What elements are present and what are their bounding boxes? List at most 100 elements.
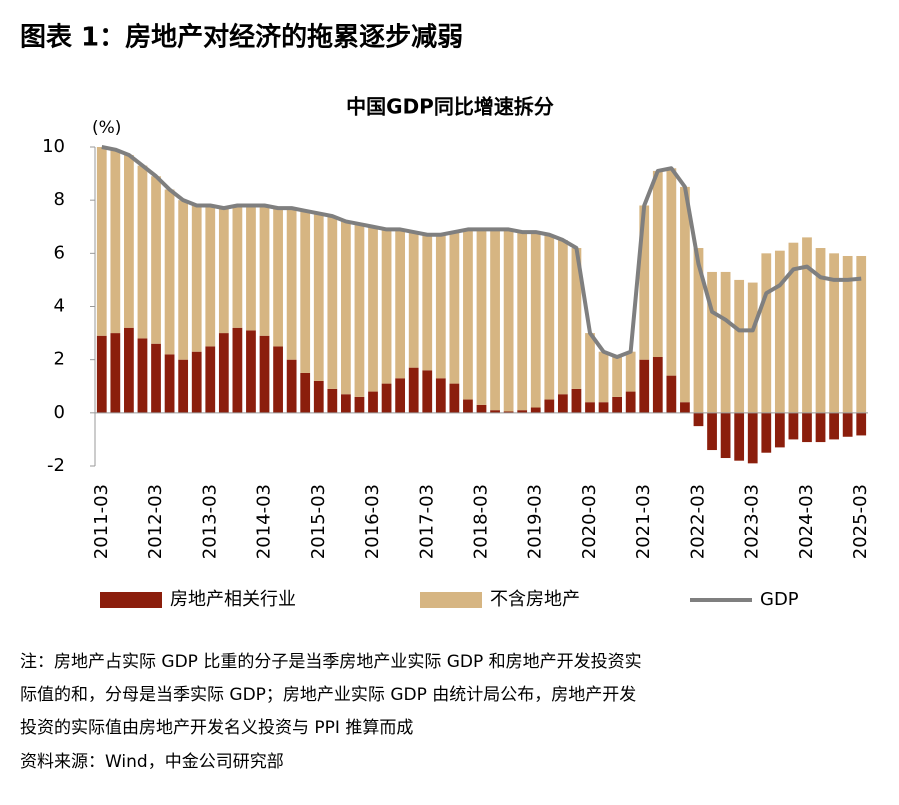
bar	[761, 412, 772, 453]
bar	[720, 412, 731, 459]
bar	[96, 147, 107, 336]
bar	[354, 396, 365, 413]
bar	[395, 229, 406, 379]
y-tick-label: 6	[54, 242, 65, 263]
y-tick-label: 10	[42, 136, 65, 157]
bar	[625, 351, 636, 392]
bar	[585, 333, 595, 403]
bar	[286, 359, 297, 413]
x-tick-label: 2024-03	[796, 484, 817, 559]
bar	[286, 208, 297, 360]
page-title: 图表 1：房地产对经济的拖累逐步减弱	[20, 22, 463, 53]
y-tick-label: 2	[54, 349, 65, 370]
bar	[517, 232, 528, 411]
line	[101, 145, 862, 360]
bar	[788, 412, 799, 440]
bar	[341, 221, 351, 395]
bar	[585, 402, 595, 413]
x-tick-label: 2014-03	[254, 484, 275, 559]
bar	[856, 255, 867, 413]
bar	[815, 248, 826, 413]
bar	[463, 399, 473, 413]
bar	[246, 330, 256, 413]
bar	[802, 237, 812, 413]
bar	[517, 410, 528, 413]
bar	[693, 412, 704, 427]
x-tick-label: 2017-03	[416, 484, 437, 559]
bar	[761, 253, 772, 413]
bar	[530, 232, 541, 408]
bar	[273, 208, 283, 347]
x-tick-label: 2021-03	[633, 484, 654, 559]
bar	[612, 396, 622, 413]
legend-label: GDP	[760, 589, 799, 610]
x-tick-label: 2013-03	[199, 484, 220, 559]
x-tick-label: 2025-03	[850, 484, 871, 559]
bar	[734, 279, 745, 413]
bar	[191, 351, 202, 413]
bar	[680, 186, 690, 403]
source: 资料来源：Wind，中金公司研究部	[20, 752, 284, 772]
bar	[205, 346, 216, 413]
bar	[476, 404, 487, 413]
x-tick-label: 2019-03	[525, 484, 546, 559]
bar	[218, 208, 229, 334]
bar	[693, 248, 704, 413]
bar	[408, 367, 419, 413]
bar	[259, 335, 270, 413]
bar	[612, 357, 622, 397]
bar	[490, 229, 500, 411]
bar	[327, 216, 338, 389]
bar	[788, 242, 799, 413]
y-tick-label: 4	[54, 296, 65, 317]
bar	[476, 229, 487, 405]
bar	[544, 399, 555, 413]
bar	[625, 391, 636, 413]
y-tick-label: 0	[54, 402, 65, 423]
x-tick-label: 2016-03	[362, 484, 383, 559]
bar	[734, 412, 745, 461]
bar	[110, 333, 121, 413]
bar	[802, 412, 812, 443]
bar	[544, 234, 555, 400]
bar	[598, 351, 609, 403]
bar	[164, 354, 175, 413]
bar	[435, 378, 446, 413]
bar	[313, 380, 324, 413]
bar	[110, 149, 121, 334]
bar	[96, 335, 107, 413]
y-unit: (%)	[92, 118, 121, 138]
note-line: 际值的和，分母是当季实际 GDP；房地产业实际 GDP 由统计局公布，房地产开发	[20, 685, 636, 705]
legend-label: 房地产相关行业	[170, 589, 296, 610]
bar	[137, 165, 148, 339]
x-tick-label: 2023-03	[742, 484, 763, 559]
bar	[395, 378, 406, 413]
legend-swatch	[100, 592, 162, 608]
bar	[354, 224, 365, 397]
x-tick-label: 2020-03	[579, 484, 600, 559]
bar	[368, 391, 378, 413]
bar	[191, 205, 202, 352]
bar	[503, 411, 514, 413]
x-tick-label: 2011-03	[91, 484, 112, 559]
bar	[463, 229, 473, 400]
bar	[151, 343, 161, 413]
bar	[381, 229, 392, 384]
bar	[829, 253, 839, 413]
note-line: 注：房地产占实际 GDP 比重的分子是当季房地产业实际 GDP 和房地产开发投资…	[20, 652, 642, 672]
legend-label: 不含房地产	[490, 589, 580, 610]
note-line: 投资的实际值由房地产开发名义投资与 PPI 推算而成	[20, 718, 413, 738]
bar	[205, 205, 216, 347]
bar	[137, 338, 148, 413]
bar	[639, 205, 650, 360]
bar	[747, 412, 758, 464]
bar	[273, 346, 283, 413]
bar	[571, 248, 582, 389]
bar	[666, 168, 677, 376]
bar	[300, 210, 311, 373]
bar	[680, 402, 690, 413]
bar	[557, 394, 568, 413]
bar	[815, 412, 826, 443]
bar	[408, 232, 419, 368]
bar	[856, 412, 867, 436]
